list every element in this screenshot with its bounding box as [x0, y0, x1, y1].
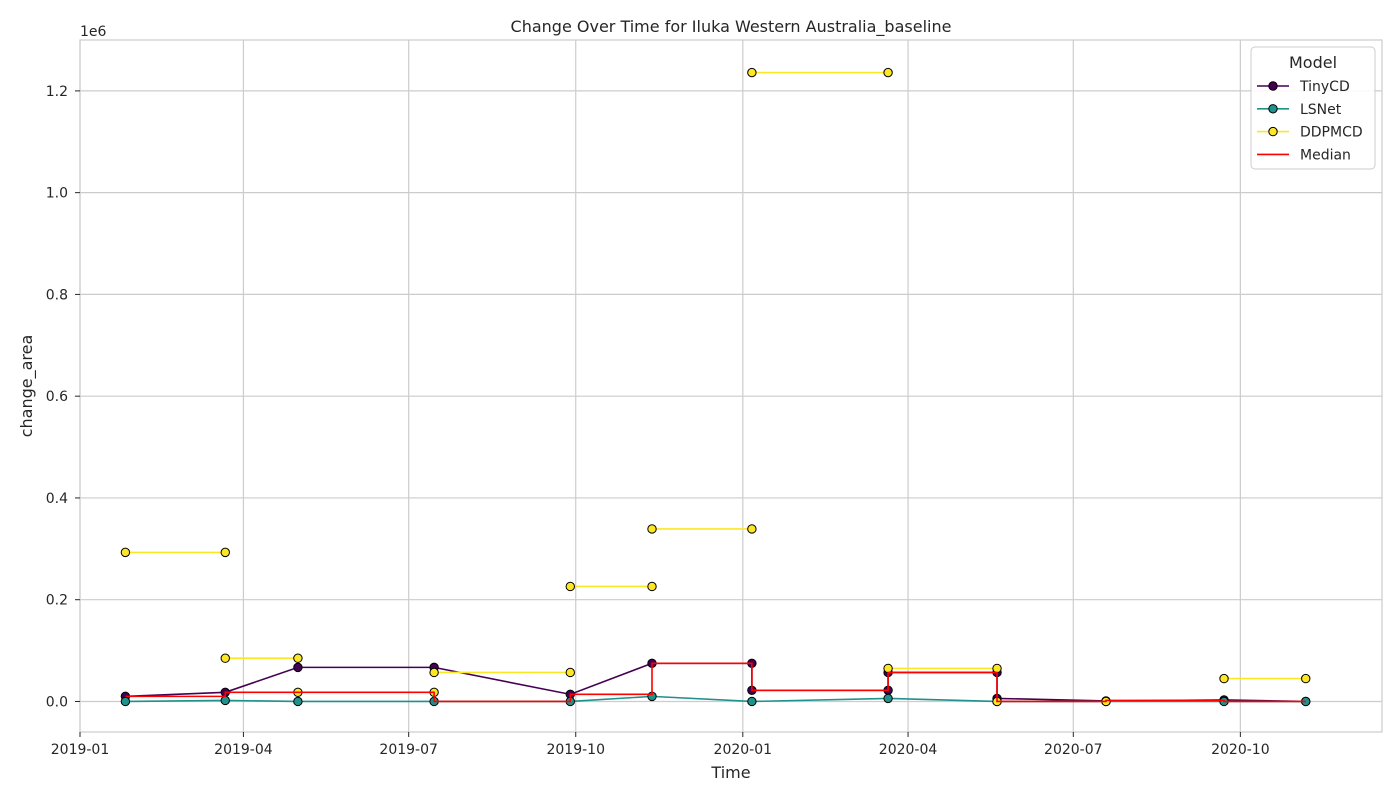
- legend-marker-ddpmcd: [1268, 126, 1278, 137]
- y-tick-label: 1.0: [46, 186, 68, 202]
- x-tick-label: 2019-01: [51, 742, 110, 758]
- data-point-tinycd: [293, 662, 303, 673]
- data-point-lsnet: [747, 696, 757, 707]
- legend-label-ddpmcd: DDPMCD: [1300, 125, 1363, 141]
- data-point-ddpmcd: [565, 667, 575, 678]
- legend: Model TinyCD LSNet DDPMCD Median: [1250, 46, 1376, 170]
- legend-items: TinyCD LSNet DDPMCD Median: [1257, 79, 1363, 163]
- data-point-ddpmcd: [647, 581, 657, 592]
- grid: [79, 40, 1382, 732]
- plot-area: [120, 67, 1311, 707]
- legend-marker-lsnet: [1268, 104, 1278, 114]
- data-point-lsnet: [883, 693, 893, 704]
- y-tick-label: 0.0: [46, 694, 68, 710]
- y-tick-label: 1.2: [46, 84, 68, 100]
- legend-marker-tinycd: [1268, 81, 1278, 91]
- y-tick-label: 0.6: [46, 389, 68, 405]
- legend-label-median: Median: [1300, 147, 1351, 163]
- x-tick-label: 2020-04: [879, 742, 938, 758]
- series-median: [125, 662, 1306, 703]
- chart-title: Change Over Time for Iluka Western Austr…: [511, 17, 952, 37]
- data-point-ddpmcd: [1301, 673, 1311, 684]
- x-tick-label: 2020-07: [1044, 742, 1103, 758]
- data-point-ddpmcd: [883, 67, 893, 78]
- y-axis-ticks: 0.0 0.2 0.4 0.6 0.8 1.0 1.2: [46, 84, 80, 710]
- series-line-lsnet: [125, 695, 1306, 703]
- x-axis-label: Time: [710, 763, 750, 782]
- legend-label-lsnet: LSNet: [1300, 102, 1342, 118]
- legend-label-tinycd: TinyCD: [1299, 79, 1350, 95]
- x-tick-label: 2020-10: [1211, 742, 1270, 758]
- data-point-lsnet: [293, 696, 303, 707]
- data-point-ddpmcd: [120, 547, 131, 558]
- data-point-lsnet: [220, 695, 230, 706]
- y-offset-label: 1e6: [80, 24, 107, 40]
- data-point-lsnet: [120, 696, 131, 707]
- x-tick-label: 2020-01: [714, 742, 773, 758]
- legend-title: Model: [1289, 53, 1337, 72]
- data-point-ddpmcd: [429, 667, 439, 678]
- series-ddpmcd: [120, 67, 1311, 707]
- data-point-ddpmcd: [1219, 673, 1229, 684]
- data-point-ddpmcd: [220, 547, 230, 558]
- x-axis-ticks: 2019-01 2019-04 2019-07 2019-10 2020-01 2020-…: [51, 732, 1270, 758]
- series-line-median: [125, 662, 1306, 703]
- data-point-ddpmcd: [565, 581, 575, 592]
- x-tick-label: 2019-07: [379, 742, 438, 758]
- y-tick-label: 0.4: [46, 491, 68, 507]
- legend-box: [1250, 46, 1376, 170]
- x-tick-label: 2019-10: [546, 742, 605, 758]
- data-point-ddpmcd: [647, 524, 657, 534]
- data-point-ddpmcd: [747, 524, 757, 534]
- plot-frame: [79, 39, 1383, 733]
- data-point-ddpmcd: [293, 653, 303, 663]
- data-point-ddpmcd: [747, 67, 757, 78]
- x-tick-label: 2019-04: [214, 742, 273, 758]
- y-axis-label: change_area: [17, 335, 37, 438]
- data-point-ddpmcd: [220, 653, 230, 663]
- y-tick-label: 0.2: [46, 593, 68, 609]
- data-point-ddpmcd: [992, 663, 1002, 674]
- y-tick-label: 0.8: [46, 287, 68, 303]
- data-point-ddpmcd: [883, 663, 893, 674]
